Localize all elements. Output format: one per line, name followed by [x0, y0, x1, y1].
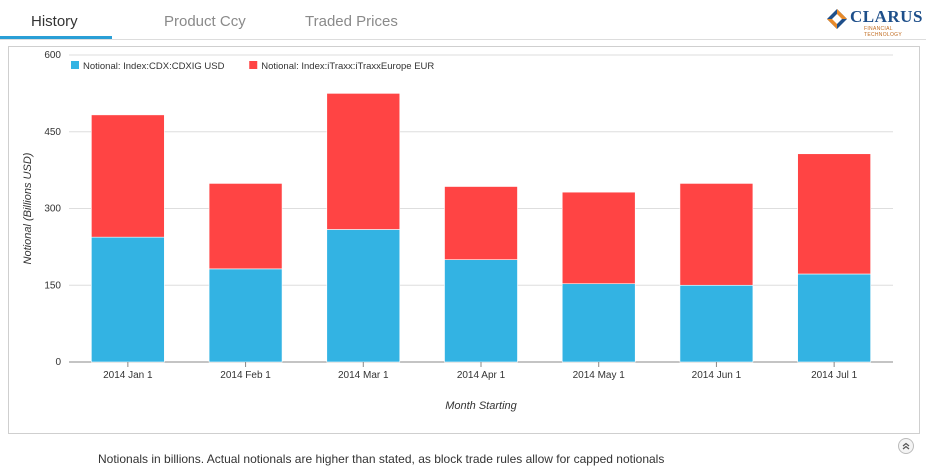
bar-segment: [679, 284, 754, 363]
chevron-up-icon: [902, 442, 910, 450]
x-tick-label: 2014 Jan 1: [103, 370, 153, 381]
bar-segment: [91, 236, 165, 363]
bar-segment: [326, 93, 401, 230]
stacked-bar-chart: 0 150 300 450 600 2014 Jan 1 2014 Feb 1 2014 Ma…: [22, 50, 893, 412]
y-tick-label: 300: [44, 204, 61, 215]
x-tick-label: 2014 May 1: [573, 370, 626, 381]
tab-product-ccy[interactable]: Product Ccy: [164, 13, 246, 30]
brand-name: CLARUS: [850, 7, 923, 26]
bar-segment: [797, 153, 871, 275]
bar-segment: [326, 229, 401, 363]
x-tick-label: 2014 Jul 1: [811, 370, 858, 381]
clarus-diamond-icon: [827, 9, 847, 29]
bar-segment: [444, 186, 518, 260]
y-axis-title: Notional (Billions USD): [22, 152, 34, 264]
legend-label: Notional: Index:CDX:CDXIG USD: [83, 61, 225, 72]
y-tick-label: 150: [44, 280, 61, 291]
brand-tagline: FINANCIAL TECHNOLOGY: [864, 26, 903, 38]
bar-segment: [91, 114, 165, 238]
footer-note: Notionals in billions. Actual notionals …: [98, 452, 665, 466]
bar-segment: [208, 183, 283, 270]
x-axis-title: Month Starting: [445, 400, 517, 412]
x-tick-label: 2014 Mar 1: [338, 370, 389, 381]
x-tick-label: 2014 Jun 1: [692, 370, 742, 381]
collapse-button[interactable]: [898, 438, 914, 454]
bar-segment: [444, 259, 518, 363]
bar-segment: [679, 183, 754, 286]
tab-divider: [0, 39, 926, 40]
legend-swatch: [249, 61, 258, 69]
bar-segment: [561, 191, 636, 285]
clarus-logo: CLARUS FINANCIAL TECHNOLOGY: [826, 7, 923, 38]
bar-segment: [797, 273, 871, 363]
tab-bar: History Product Ccy Traded Prices: [0, 0, 926, 40]
y-tick-label: 0: [55, 357, 61, 368]
x-tick-label: 2014 Apr 1: [457, 370, 506, 381]
chart-panel: 0 150 300 450 600 2014 Jan 1 2014 Feb 1 2014 Ma…: [8, 46, 920, 434]
tab-history[interactable]: History: [31, 13, 78, 30]
y-tick-label: 450: [44, 127, 61, 138]
legend-swatch: [71, 61, 79, 69]
tab-traded-prices[interactable]: Traded Prices: [305, 13, 398, 30]
y-tick-label: 600: [44, 50, 61, 61]
bar-segment: [208, 268, 283, 363]
active-tab-indicator: [0, 36, 112, 39]
legend-label: Notional: Index:iTraxx:iTraxxEurope EUR: [261, 61, 434, 72]
x-tick-label: 2014 Feb 1: [220, 370, 271, 381]
bar-segment: [561, 283, 636, 363]
